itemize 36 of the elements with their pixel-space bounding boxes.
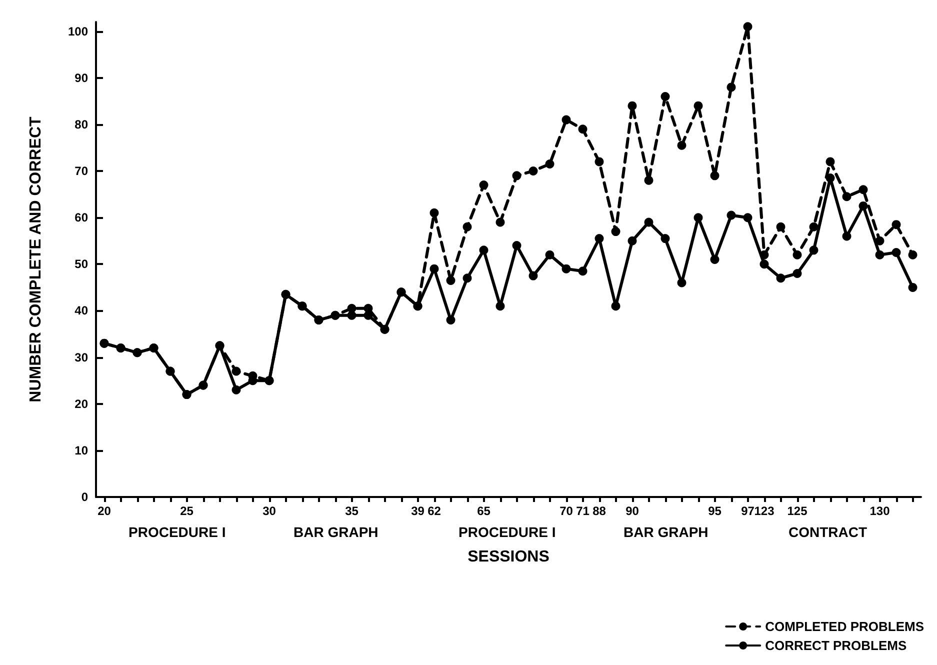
y-tick-label: 70 bbox=[74, 164, 88, 178]
x-tick-label: 125 bbox=[787, 504, 808, 518]
x-tick-label: 95 bbox=[708, 504, 722, 518]
text: BAR GRAPH bbox=[294, 524, 378, 540]
y-tick-label: 90 bbox=[74, 70, 88, 85]
x-tick-label: 25 bbox=[180, 504, 194, 518]
y-tick-label: 50 bbox=[74, 257, 88, 272]
x-tick-label: 123 bbox=[754, 504, 775, 518]
x-tick-label: 20 bbox=[98, 504, 112, 518]
x-tick-label: 39 bbox=[411, 504, 425, 518]
y-tick-label: 0 bbox=[81, 490, 88, 504]
y-axis-title: NUMBER COMPLETE AND CORRECT bbox=[28, 116, 44, 402]
x-axis-title: SESSIONS bbox=[468, 548, 550, 566]
y-tick-label: 80 bbox=[74, 117, 88, 132]
text: PROCEDURE I bbox=[128, 524, 226, 540]
y-tick-label: 10 bbox=[74, 443, 88, 458]
legend-label: CORRECT PROBLEMS bbox=[765, 638, 907, 653]
y-tick-label: 40 bbox=[74, 304, 88, 318]
x-tick-label: 130 bbox=[870, 504, 890, 518]
legend-label: COMPLETED PROBLEMS bbox=[765, 619, 924, 634]
y-tick-label: 60 bbox=[74, 210, 88, 225]
x-tick-label: 97 bbox=[741, 504, 755, 518]
x-tick-label: 90 bbox=[626, 504, 640, 518]
y-tick-label: 100 bbox=[68, 24, 88, 38]
x-tick-label: 62 bbox=[428, 504, 442, 518]
x-tick-label: 88 bbox=[592, 504, 606, 518]
text: CONTRACT bbox=[788, 524, 868, 540]
y-tick-label: 20 bbox=[74, 396, 88, 411]
y-tick-label: 30 bbox=[74, 350, 88, 364]
x-tick-label: 65 bbox=[477, 504, 491, 518]
text: BAR GRAPH bbox=[624, 524, 708, 540]
x-tick-label: 70 bbox=[560, 504, 574, 518]
x-tick-label: 35 bbox=[345, 504, 359, 518]
text: PROCEDURE I bbox=[458, 524, 556, 540]
x-tick-label: 30 bbox=[262, 504, 276, 518]
x-tick-label: 71 bbox=[576, 504, 590, 518]
